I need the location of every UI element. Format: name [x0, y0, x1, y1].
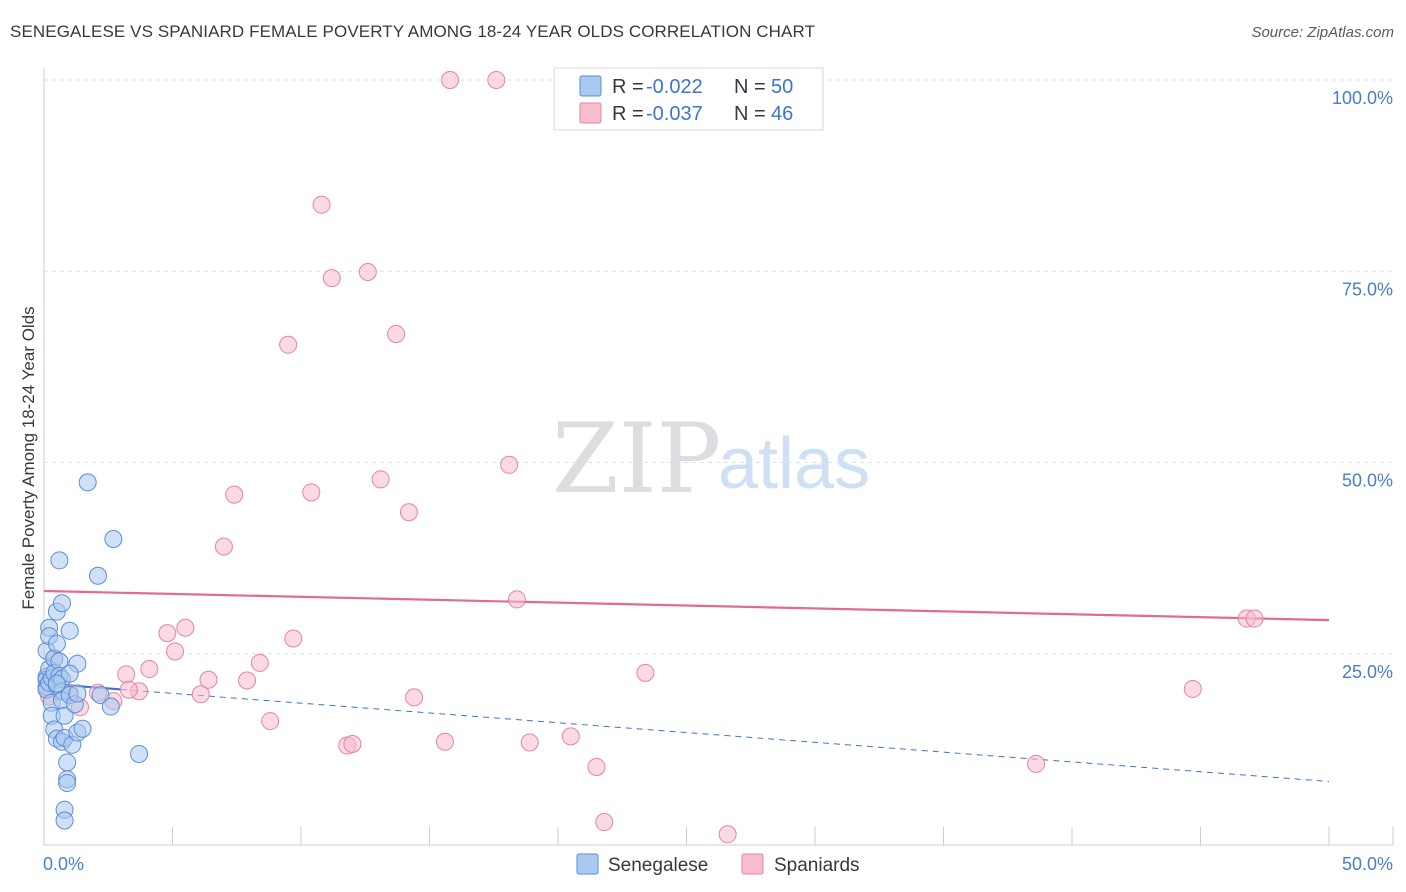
spaniards-point [119, 680, 138, 699]
bottom-legend-label-spaniards: Spaniards [774, 855, 860, 876]
spaniards-point [405, 688, 424, 707]
spaniards-point [487, 71, 506, 89]
spaniards-point [507, 590, 526, 609]
legend-r-value-spaniards: -0.037 [646, 103, 703, 125]
senegalese-point [91, 686, 110, 705]
y-tick-labels: 25.0% 50.0% 75.0% 100.0% [1332, 88, 1393, 682]
senegalese-point [73, 719, 92, 738]
legend-n-label-spaniards: N = [734, 103, 766, 125]
senegalese-point [104, 530, 123, 548]
source-label: Source: ZipAtlas.com [1251, 24, 1394, 41]
senegalese-point [68, 684, 87, 703]
spaniards-point [261, 712, 280, 731]
spaniards-point [587, 757, 606, 776]
spaniards-point [250, 653, 269, 672]
spaniards-point [284, 629, 303, 648]
watermark-zip-text: ZIP [552, 403, 721, 515]
spaniards-point [238, 671, 257, 690]
spaniards-point [343, 735, 362, 754]
spaniards-point [225, 485, 244, 504]
x-tick-labels: 0.0% 50.0% [43, 854, 1393, 874]
spaniards-point [1183, 679, 1202, 698]
spaniards-point [322, 269, 341, 288]
senegalese-point [50, 551, 69, 570]
senegalese-point [47, 634, 66, 653]
bottom-legend-swatch-senegalese [576, 853, 599, 875]
gridlines [44, 79, 1393, 655]
legend-r-label-spaniards: R = [612, 103, 644, 125]
spaniards-point [199, 670, 218, 689]
bottom-legend-swatch-spaniards [741, 853, 764, 875]
spaniards-point [500, 455, 519, 474]
senegalese-point [130, 744, 149, 763]
spaniards-point [191, 685, 210, 704]
legend-n-value-spaniards: 46 [771, 103, 793, 125]
y-tick-label: 50.0% [1342, 471, 1393, 491]
bottom-legend-label-senegalese: Senegalese [608, 855, 708, 876]
senegalese-point [58, 774, 77, 793]
senegalese-trend-line-dashed [121, 688, 1330, 783]
chart-title: SENEGALESE VS SPANIARD FEMALE POVERTY AM… [10, 22, 816, 41]
legend-n-value-senegalese: 50 [771, 76, 793, 98]
spaniards-point [718, 825, 737, 844]
correlation-legend: R = -0.022 N = 50 R = -0.037 N = 46 [553, 67, 824, 131]
spaniards-point [520, 733, 539, 752]
spaniards-point [636, 663, 655, 682]
y-tick-label: 25.0% [1342, 662, 1393, 682]
spaniards-point [1245, 609, 1264, 628]
legend-r-value-senegalese: -0.022 [646, 76, 703, 98]
senegalese-point [88, 566, 107, 585]
spaniards-point [279, 335, 298, 354]
spaniards-point [176, 618, 195, 637]
senegalese-point [52, 594, 71, 613]
spaniards-point [441, 71, 460, 89]
y-axis-title: Female Poverty Among 18-24 Year Olds [19, 306, 38, 609]
legend-r-label-senegalese: R = [612, 76, 644, 98]
senegalese-point [47, 674, 66, 693]
x-tick-label-min: 0.0% [43, 854, 84, 874]
spaniards-point [117, 665, 136, 684]
senegalese-point [55, 706, 74, 725]
y-tick-label: 100.0% [1332, 88, 1393, 108]
spaniards-point [158, 624, 177, 643]
spaniards-point [214, 537, 233, 556]
spaniards-point [435, 732, 454, 751]
senegalese-points [37, 473, 149, 830]
spaniards-point [371, 470, 390, 489]
spaniards-point [387, 324, 406, 343]
spaniards-point [358, 263, 377, 282]
spaniards-point [561, 727, 580, 746]
x-tick-label-max: 50.0% [1342, 854, 1393, 874]
spaniards-point [595, 813, 614, 832]
senegalese-point [60, 621, 79, 640]
senegalese-point [55, 811, 74, 830]
spaniards-point [399, 503, 418, 522]
spaniards-trend-line [43, 589, 1330, 622]
senegalese-point [58, 753, 77, 772]
spaniards-point [312, 195, 331, 214]
trend-lines [43, 589, 1330, 783]
spaniards-point [140, 660, 159, 679]
legend-swatch-spaniards [579, 102, 602, 124]
watermark-atlas-text: atlas [718, 424, 870, 504]
senegalese-point [101, 697, 120, 716]
zipatlas-watermark: ZIP atlas [552, 403, 870, 515]
senegalese-point [78, 473, 97, 492]
legend-swatch-senegalese [579, 75, 602, 97]
spaniards-point [166, 642, 185, 661]
spaniards-point [302, 483, 321, 502]
y-tick-label: 75.0% [1342, 279, 1393, 299]
legend-n-label-senegalese: N = [734, 76, 766, 98]
series-legend: Senegalese Spaniards [576, 853, 860, 876]
senegalese-point [60, 664, 79, 683]
spaniards-point [1027, 754, 1046, 773]
